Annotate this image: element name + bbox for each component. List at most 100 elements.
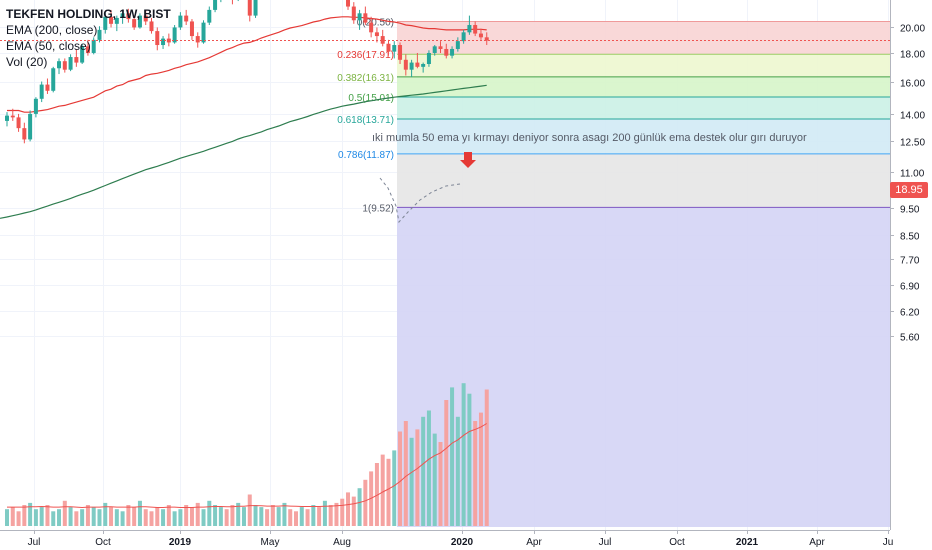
volume-bar — [28, 502, 33, 526]
fib-level-label: 0.786(11.87) — [338, 150, 394, 161]
candle-body — [461, 32, 466, 42]
price-axis-bg — [890, 0, 932, 550]
volume-bar — [137, 500, 142, 526]
volume-bar — [33, 509, 38, 526]
candle-body — [62, 61, 67, 70]
volume-bar — [444, 400, 449, 526]
candle-body — [137, 15, 142, 28]
candle-body — [351, 6, 356, 21]
time-axis[interactable]: Jul Oct 2019 May Aug 2020 Apr Jul Oct 2021 Apr Ju — [0, 530, 893, 548]
volume-bar — [270, 505, 275, 526]
candle-body — [132, 19, 137, 28]
fib-level-label: 0.618(13.71) — [337, 115, 394, 126]
candle-body — [149, 21, 154, 32]
candle-body — [5, 115, 9, 121]
candle-body — [91, 39, 96, 53]
volume-bar — [224, 509, 229, 526]
volume-bar — [421, 416, 426, 526]
candle-body — [109, 16, 114, 24]
last-price-label: 18.95 — [890, 182, 928, 198]
candle-body — [380, 36, 385, 44]
candle-body — [161, 38, 166, 46]
candle-body — [85, 46, 90, 53]
volume-bar — [473, 421, 478, 526]
volume-bar — [230, 505, 235, 526]
symbol-title[interactable]: TEKFEN HOLDING, 1W, BIST — [6, 7, 171, 21]
candle-body — [172, 27, 177, 43]
candle-body — [178, 15, 183, 28]
volume-bar — [282, 502, 287, 526]
volume-ma-line — [7, 423, 487, 509]
ema200-line — [6, 84, 487, 218]
candle-body — [201, 22, 206, 43]
volume-bar — [207, 500, 212, 526]
ema200-line-start — [0, 216, 8, 219]
volume-bar — [478, 412, 483, 526]
fib-zone — [397, 153, 890, 208]
volume-bar — [363, 479, 368, 526]
volume-bar — [213, 505, 218, 526]
volume-bar — [103, 502, 108, 526]
volume-bar — [247, 494, 252, 526]
volume-bar — [201, 509, 206, 526]
volume-bar — [184, 505, 189, 526]
fib-level-label: 0(20.50) — [357, 17, 394, 28]
candle-body — [386, 43, 391, 52]
candle-body — [374, 32, 379, 37]
projection-path — [379, 177, 461, 224]
candle-body — [195, 36, 200, 43]
volume-bar — [259, 507, 264, 526]
legend-volume[interactable]: Vol (20) — [6, 55, 48, 69]
legend-ema200[interactable]: EMA (200, close) — [6, 23, 98, 37]
candle-body — [16, 117, 21, 129]
candle-body — [450, 48, 455, 56]
volume-bar — [409, 437, 414, 526]
price-tick-label: 18.00 — [900, 50, 925, 61]
fib-level-label: 0.236(17.91) — [337, 50, 394, 61]
candle-body — [438, 46, 443, 49]
time-tick-label: Jul — [599, 537, 612, 548]
candle-body — [184, 15, 189, 22]
price-tick-label: 12.50 — [900, 138, 925, 149]
candle-body — [103, 16, 108, 30]
price-tick-label: 6.20 — [900, 308, 920, 319]
candle-body — [369, 22, 374, 33]
price-tick-label: 16.00 — [900, 79, 925, 90]
price-tick-label: 6.90 — [900, 282, 920, 293]
volume-bar — [80, 509, 85, 526]
legend-ema50[interactable]: EMA (50, close) — [6, 39, 91, 53]
time-tick-label: Jul — [28, 537, 41, 548]
volume-bar — [426, 410, 431, 526]
volume-bar — [374, 463, 379, 526]
time-tick-label: 2019 — [169, 537, 192, 548]
price-axis[interactable]: 38.0034.0030.0026.0023.0020.0018.0016.00… — [890, 0, 932, 550]
volume-bar — [51, 511, 56, 526]
candle-body — [357, 13, 362, 21]
candle-body — [403, 59, 408, 70]
price-tick-label: 11.00 — [900, 169, 925, 180]
volume-bar — [178, 509, 183, 526]
volume-bar — [172, 511, 177, 526]
volume-bar — [294, 511, 298, 526]
candle-body — [114, 17, 119, 24]
volume-bar — [265, 509, 270, 526]
volume-bar — [10, 507, 15, 526]
annotation-text[interactable]: ıki mumla 50 ema yı kırmayı deniyor sonr… — [372, 132, 807, 144]
candle-body — [432, 46, 437, 53]
volume-bar — [91, 507, 96, 526]
volume-bar — [45, 505, 50, 526]
volume-bar — [317, 507, 322, 526]
candle-body — [22, 128, 27, 140]
volume-bar — [68, 507, 73, 526]
volume-bar — [386, 458, 391, 526]
candle-body — [68, 57, 73, 70]
volume-bar — [189, 507, 194, 526]
volume-bar — [236, 502, 241, 526]
candle-body — [189, 21, 194, 37]
candle-body — [444, 48, 449, 56]
price-tick-label: 23.00 — [900, 0, 925, 2]
price-tick-label: 20.00 — [900, 24, 925, 35]
volume-bar — [484, 389, 489, 526]
candle-body — [120, 13, 125, 18]
